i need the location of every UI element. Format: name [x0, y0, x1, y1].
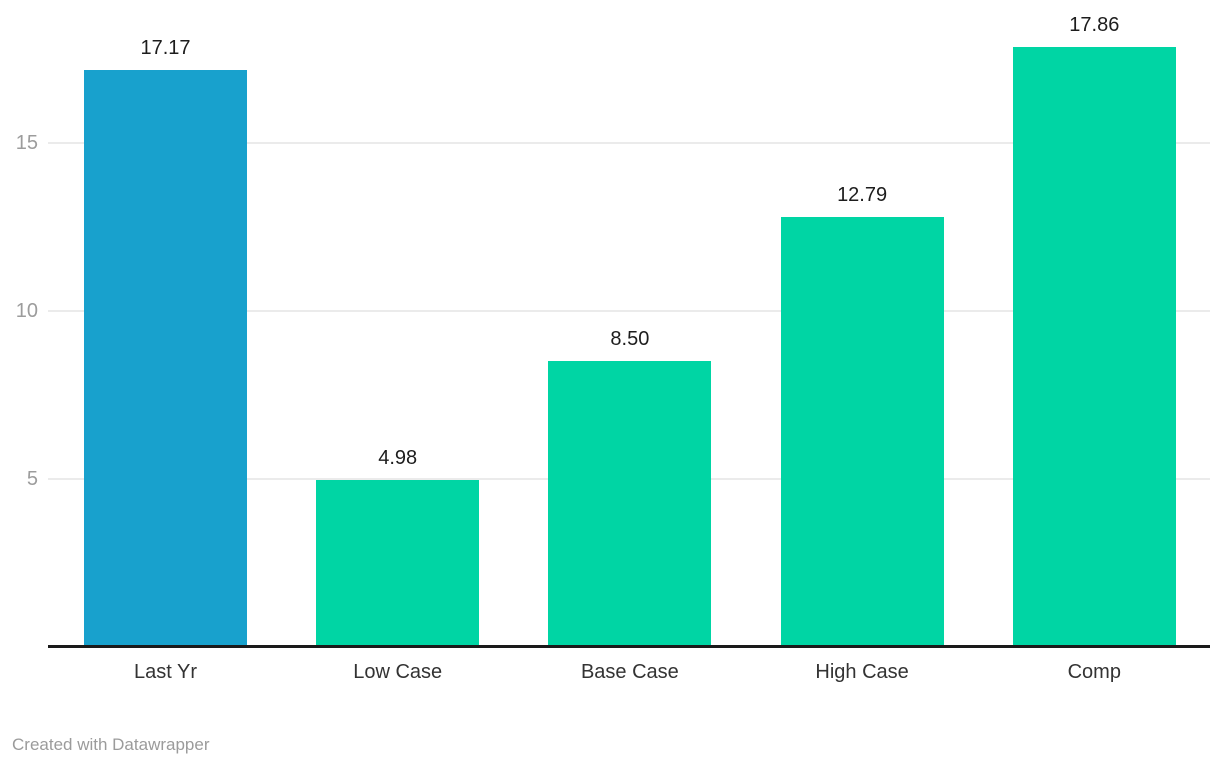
y-gridline [48, 310, 1210, 312]
bar-value-label: 4.98 [378, 446, 418, 469]
bar [1012, 46, 1176, 647]
bar [84, 70, 247, 647]
y-axis-tick-label: 10 [15, 300, 38, 322]
bar-value-label: 17.17 [140, 37, 191, 60]
y-axis-tick-label: 5 [26, 468, 38, 490]
x-axis-category-label: Low Case [353, 661, 443, 683]
bar-value-label: 12.79 [837, 184, 888, 207]
y-axis-tick-label: 15 [15, 132, 38, 154]
x-axis-category-label: Base Case [580, 661, 679, 683]
x-axis-line [48, 645, 1210, 648]
bar [780, 217, 944, 647]
x-axis-category-label: Last Yr [134, 661, 197, 683]
bar-value-label: 8.50 [610, 328, 650, 351]
bar [548, 361, 712, 647]
datawrapper-attribution-link[interactable]: Created with Datawrapper [12, 735, 210, 754]
bar-value-label: 17.86 [1069, 13, 1120, 36]
bar [316, 479, 480, 647]
x-axis-category-label: High Case [815, 661, 909, 683]
y-gridline [48, 142, 1210, 144]
x-axis-category-label: Comp [1067, 661, 1121, 683]
